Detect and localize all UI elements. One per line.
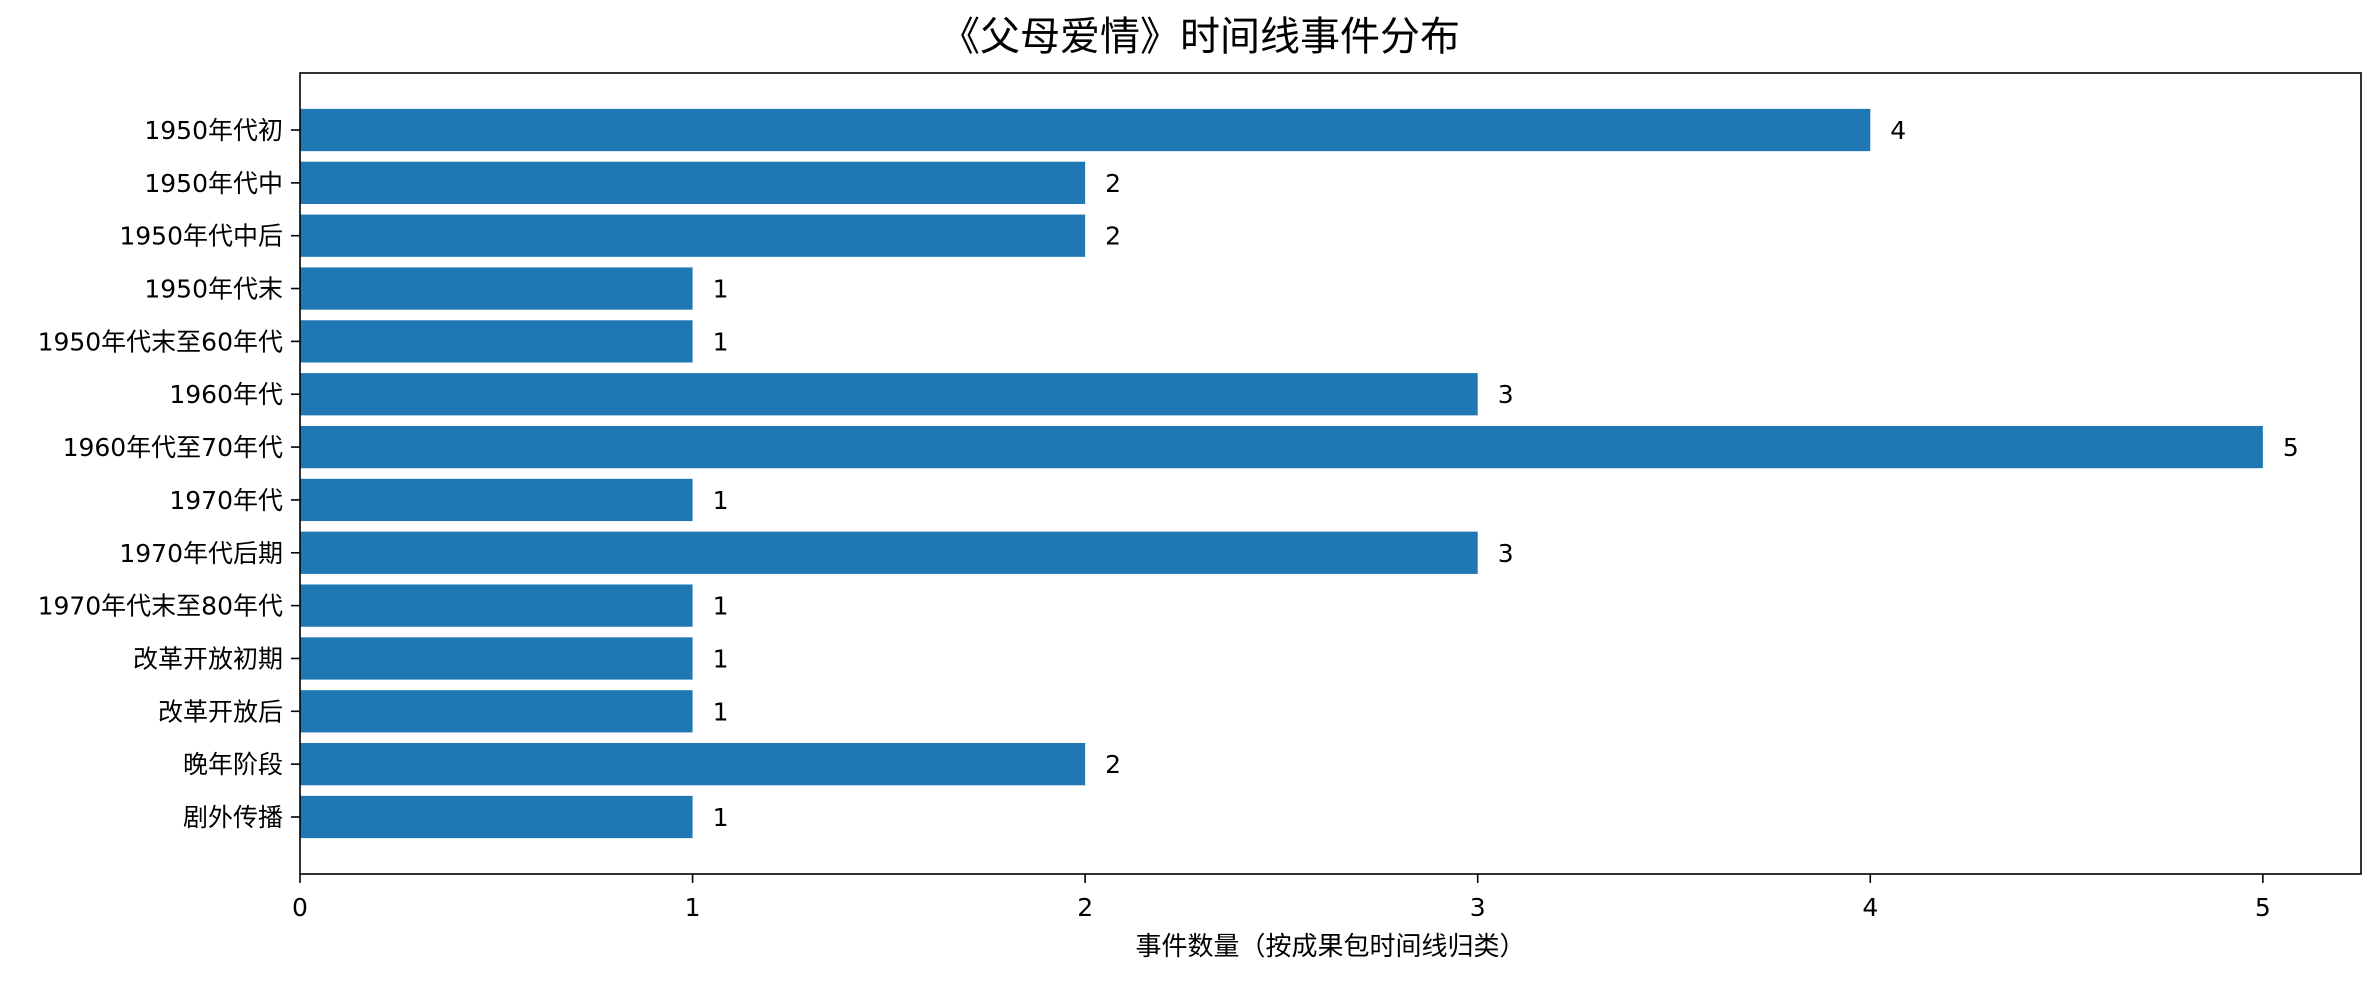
data-label: 4 xyxy=(1890,116,1906,145)
data-label: 1 xyxy=(713,486,729,515)
y-tick-label: 1950年代中 xyxy=(144,169,283,198)
bar xyxy=(300,425,2263,469)
y-tick-label: 1950年代末 xyxy=(144,275,283,304)
data-label: 1 xyxy=(713,803,729,832)
data-label: 1 xyxy=(713,327,729,356)
bar xyxy=(300,531,1478,574)
y-tick-label: 改革开放后 xyxy=(158,697,283,726)
y-tick-label: 晚年阶段 xyxy=(183,750,283,779)
data-label: 5 xyxy=(2283,433,2299,462)
y-tick-label: 1970年代末至80年代 xyxy=(38,592,283,621)
bar xyxy=(300,478,693,522)
x-tick-label: 1 xyxy=(685,893,701,922)
y-axis: 1950年代初 1950年代中 1950年代中后 1950年代末 1950年代末至60年… xyxy=(38,116,300,832)
x-axis: 0 1 2 3 4 5 xyxy=(292,874,2271,922)
bar xyxy=(300,637,693,680)
y-tick-label: 1950年代中后 xyxy=(119,222,283,251)
data-label: 3 xyxy=(1498,380,1514,409)
data-label: 2 xyxy=(1105,750,1121,779)
x-tick-label: 4 xyxy=(1862,893,1878,922)
data-label: 1 xyxy=(713,592,729,621)
bar xyxy=(300,108,1871,152)
x-tick-label: 5 xyxy=(2255,893,2271,922)
x-tick-label: 0 xyxy=(292,893,308,922)
bar xyxy=(300,690,693,733)
bar xyxy=(300,214,1086,257)
y-tick-label: 剧外传播 xyxy=(183,803,283,832)
x-axis-label: 事件数量（按成果包时间线归类） xyxy=(1135,932,1525,962)
data-label: 1 xyxy=(713,697,729,726)
data-label: 2 xyxy=(1105,169,1121,198)
data-label: 1 xyxy=(713,644,729,673)
bar xyxy=(300,267,693,310)
y-tick-label: 改革开放初期 xyxy=(133,644,283,673)
y-tick-label: 1950年代末至60年代 xyxy=(38,327,283,356)
bar xyxy=(300,161,1086,204)
y-tick-label: 1970年代后期 xyxy=(119,539,283,568)
bar xyxy=(300,795,693,839)
bar xyxy=(300,743,1086,786)
data-label: 2 xyxy=(1105,222,1121,251)
x-tick-label: 3 xyxy=(1470,893,1486,922)
x-tick-label: 2 xyxy=(1077,893,1093,922)
y-tick-label: 1960年代 xyxy=(169,380,283,409)
data-label: 3 xyxy=(1498,539,1514,568)
y-tick-label: 1950年代初 xyxy=(144,116,283,145)
data-labels-layer: 4 2 2 1 1 3 5 1 3 1 1 1 2 1 xyxy=(713,116,2299,832)
bars-layer xyxy=(300,108,2263,839)
bar xyxy=(300,584,693,627)
chart-title: 《父母爱情》时间线事件分布 xyxy=(940,14,1460,60)
y-tick-label: 1960年代至70年代 xyxy=(63,433,283,462)
bar xyxy=(300,373,1478,416)
data-label: 1 xyxy=(713,275,729,304)
plot-area-frame xyxy=(299,72,2362,875)
y-tick-label: 1970年代 xyxy=(169,486,283,515)
bar xyxy=(300,320,693,363)
